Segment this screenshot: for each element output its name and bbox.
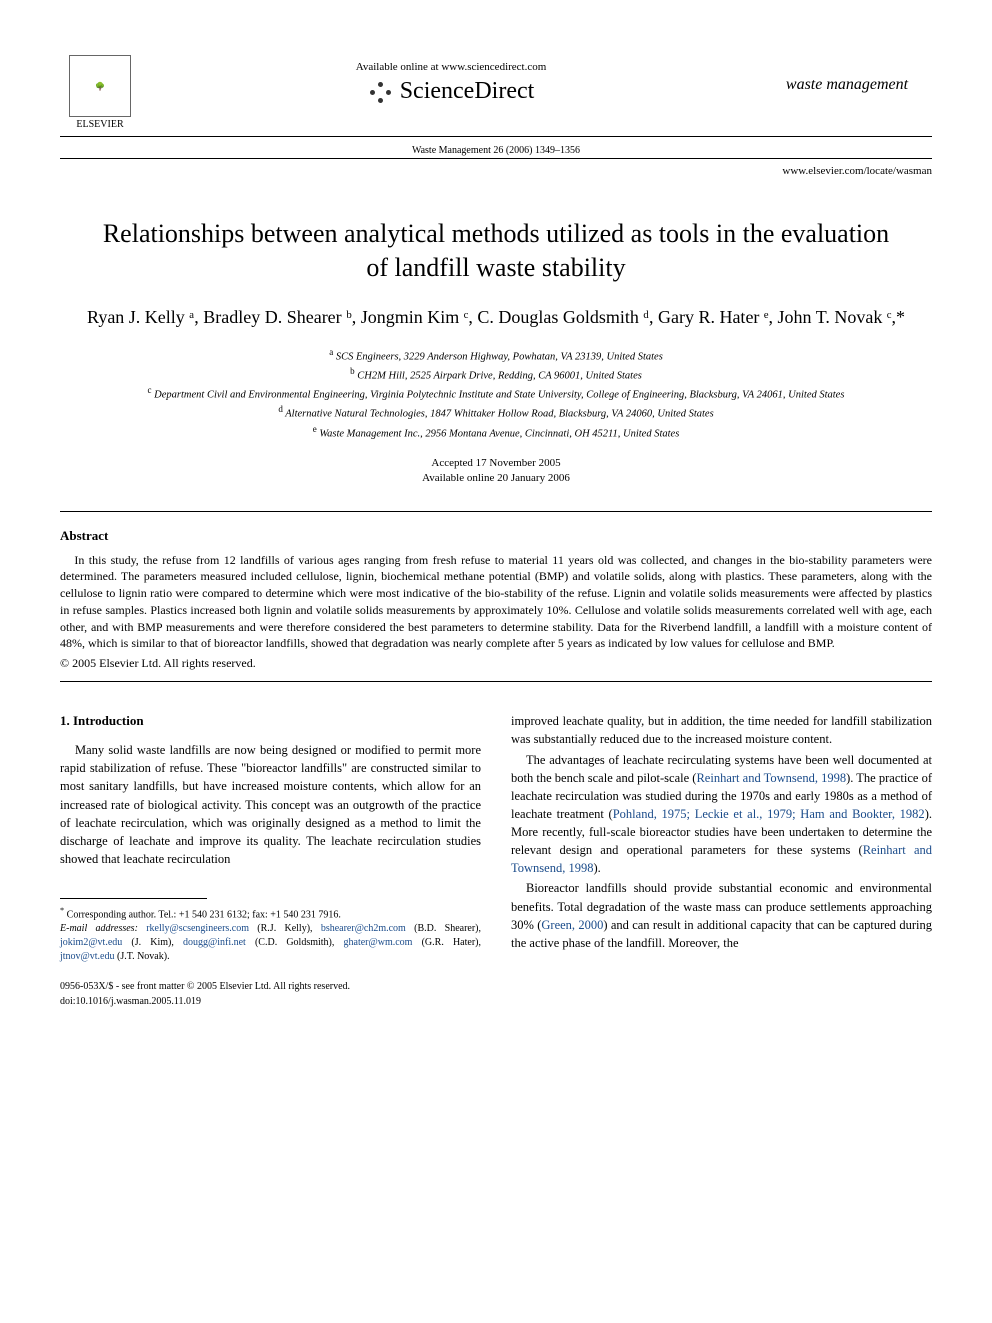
sciencedirect-logo: ScienceDirect xyxy=(368,78,535,105)
sciencedirect-icon xyxy=(368,80,392,104)
ref-pohland-leckie-ham[interactable]: Pohland, 1975; Leckie et al., 1979; Ham … xyxy=(613,807,925,821)
email-addresses: E-mail addresses: rkelly@scsengineers.co… xyxy=(60,922,481,964)
left-column: 1. Introduction Many solid waste landfil… xyxy=(60,712,481,1009)
header-rule-top xyxy=(60,136,932,137)
col2-para-2: The advantages of leachate recirculating… xyxy=(511,751,932,878)
email-author-name: (B.D. Shearer), xyxy=(406,923,481,934)
affiliation-b: b CH2M Hill, 2525 Airpark Drive, Redding… xyxy=(60,365,932,384)
elsevier-tree-icon: 🌳 xyxy=(69,55,131,117)
accepted-date: Accepted 17 November 2005 xyxy=(60,456,932,471)
col2-para-1: improved leachate quality, but in additi… xyxy=(511,712,932,748)
online-date: Available online 20 January 2006 xyxy=(60,471,932,486)
abstract-rule-top xyxy=(60,511,932,512)
article-dates: Accepted 17 November 2005 Available onli… xyxy=(60,456,932,487)
affiliation-c: c Department Civil and Environmental Eng… xyxy=(60,384,932,403)
email-author-name: (C.D. Goldsmith), xyxy=(246,937,335,948)
ref-reinhart-1998-a[interactable]: Reinhart and Townsend, 1998 xyxy=(696,771,846,785)
journal-logo: waste management xyxy=(762,55,932,115)
available-online-text: Available online at www.sciencedirect.co… xyxy=(140,61,762,73)
elsevier-logo: 🌳 ELSEVIER xyxy=(60,40,140,130)
intro-para-1: Many solid waste landfills are now being… xyxy=(60,741,481,868)
abstract-text: In this study, the refuse from 12 landfi… xyxy=(60,552,932,653)
header-row: 🌳 ELSEVIER Available online at www.scien… xyxy=(60,40,932,130)
footer-line1: 0956-053X/$ - see front matter © 2005 El… xyxy=(60,980,481,995)
sciencedirect-text: ScienceDirect xyxy=(400,78,535,105)
body-columns: 1. Introduction Many solid waste landfil… xyxy=(60,712,932,1009)
email-author-name: (G.R. Hater), xyxy=(412,937,481,948)
email-author-name: (J. Kim), xyxy=(122,937,174,948)
corresponding-author: * Corresponding author. Tel.: +1 540 231… xyxy=(60,905,481,922)
authors-list: Ryan J. Kelly ᵃ, Bradley D. Shearer ᵇ, J… xyxy=(60,305,932,330)
footnote-rule xyxy=(60,898,207,899)
email-link[interactable]: jokim2@vt.edu xyxy=(60,937,122,948)
header-rule-bottom xyxy=(60,158,932,159)
locate-url: www.elsevier.com/locate/wasman xyxy=(60,165,932,177)
email-link[interactable]: ghater@wm.com xyxy=(344,937,413,948)
affiliation-a: a SCS Engineers, 3229 Anderson Highway, … xyxy=(60,346,932,365)
abstract-rule-bottom xyxy=(60,681,932,682)
footer: 0956-053X/$ - see front matter © 2005 El… xyxy=(60,980,481,1009)
email-author-name: (R.J. Kelly), xyxy=(249,923,313,934)
email-author-name: (J.T. Novak). xyxy=(114,951,169,962)
footer-line2: doi:10.1016/j.wasman.2005.11.019 xyxy=(60,995,481,1010)
affiliation-e: e Waste Management Inc., 2956 Montana Av… xyxy=(60,423,932,442)
col2-para-3: Bioreactor landfills should provide subs… xyxy=(511,879,932,952)
affiliations: a SCS Engineers, 3229 Anderson Highway, … xyxy=(60,346,932,442)
abstract-copyright: © 2005 Elsevier Ltd. All rights reserved… xyxy=(60,656,932,671)
center-header: Available online at www.sciencedirect.co… xyxy=(140,61,762,109)
affiliation-d: d Alternative Natural Technologies, 1847… xyxy=(60,403,932,422)
right-column: improved leachate quality, but in additi… xyxy=(511,712,932,1009)
footnotes: * Corresponding author. Tel.: +1 540 231… xyxy=(60,905,481,964)
abstract-heading: Abstract xyxy=(60,528,932,544)
email-link[interactable]: rkelly@scsengineers.com xyxy=(146,923,249,934)
article-title: Relationships between analytical methods… xyxy=(100,217,892,285)
journal-reference: Waste Management 26 (2006) 1349–1356 xyxy=(60,145,932,156)
email-link[interactable]: jtnov@vt.edu xyxy=(60,951,114,962)
ref-green-2000[interactable]: Green, 2000 xyxy=(541,918,603,932)
intro-heading: 1. Introduction xyxy=(60,712,481,731)
email-link[interactable]: bshearer@ch2m.com xyxy=(321,923,406,934)
elsevier-label: ELSEVIER xyxy=(76,119,123,130)
email-link[interactable]: dougg@infi.net xyxy=(183,937,246,948)
